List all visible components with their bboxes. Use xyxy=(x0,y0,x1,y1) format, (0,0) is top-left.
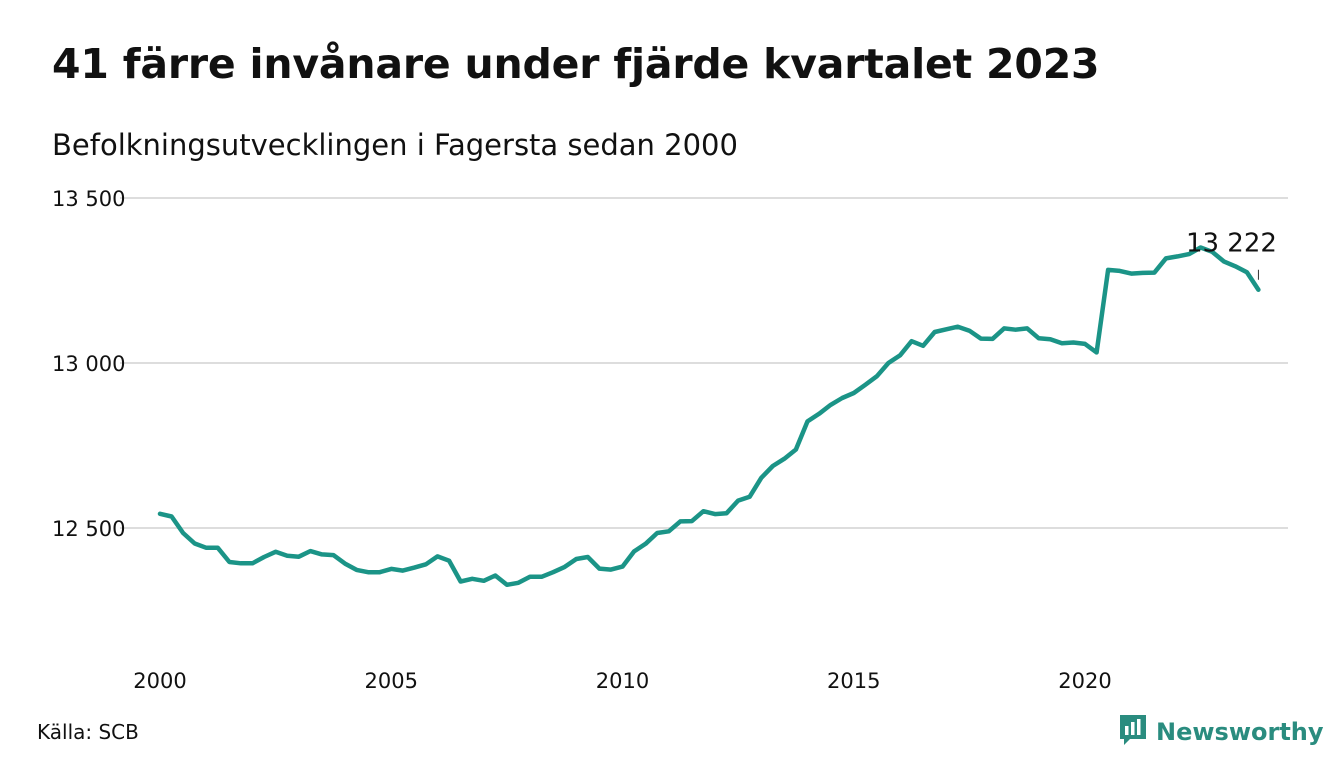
y-axis-tick-labels: 12 500 13 000 13 500 xyxy=(52,187,125,541)
gridlines xyxy=(120,197,1288,529)
chart-subtitle: Befolkningsutvecklingen i Fagersta sedan… xyxy=(52,128,738,162)
x-tick-label: 2015 xyxy=(827,669,880,693)
x-axis-tick-labels: 2000 2005 2010 2015 2020 xyxy=(133,669,1111,693)
x-tick-label: 2020 xyxy=(1058,669,1111,693)
y-tick-label: 13 000 xyxy=(52,352,125,376)
x-tick-label: 2005 xyxy=(365,669,418,693)
y-tick-label: 13 500 xyxy=(52,187,125,211)
x-tick-label: 2010 xyxy=(596,669,649,693)
chart-title: 41 färre invånare under fjärde kvartalet… xyxy=(52,40,1100,88)
brand-name: Newsworthy xyxy=(1156,718,1324,746)
source-note: Källa: SCB xyxy=(37,720,139,744)
y-tick-label: 12 500 xyxy=(52,517,125,541)
end-value-label: 13 222 xyxy=(1186,229,1277,259)
brand-logo: Newsworthy xyxy=(1118,713,1324,751)
x-tick-label: 2000 xyxy=(133,669,186,693)
newsworthy-logo-icon xyxy=(1118,713,1148,751)
population-line xyxy=(157,245,1261,588)
